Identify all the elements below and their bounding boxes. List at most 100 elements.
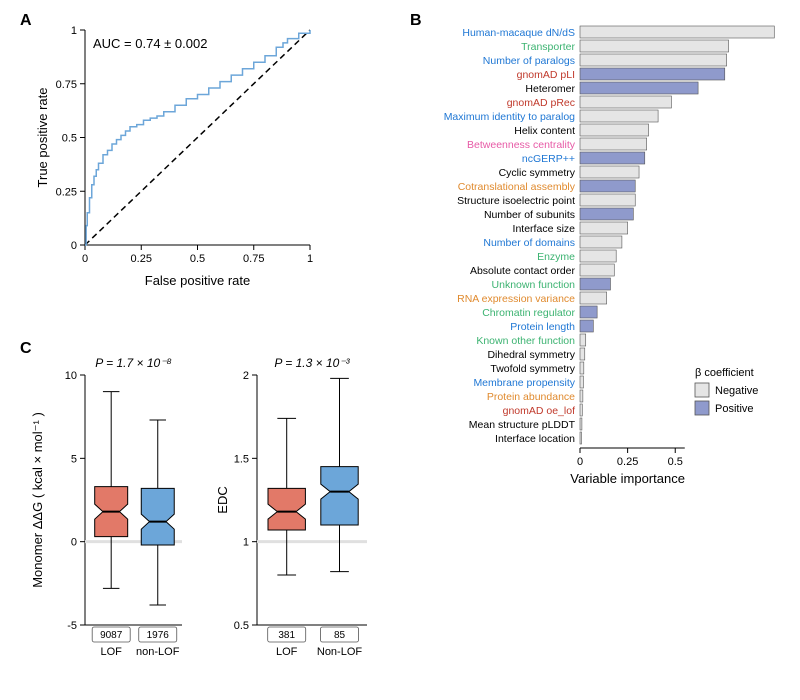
feature-label: Cyclic symmetry <box>499 167 576 179</box>
feature-bar <box>580 138 647 150</box>
svg-text:10: 10 <box>65 370 77 382</box>
feature-bar <box>580 26 774 38</box>
feature-label: RNA expression variance <box>457 293 575 305</box>
svg-text:Positive: Positive <box>715 403 754 415</box>
panel-b-bar-chart: Human-macaque dN/dS Transporter Number of … <box>405 18 790 548</box>
feature-label: Number of paralogs <box>483 55 575 67</box>
feature-label: Interface location <box>495 433 575 445</box>
svg-text:EDC: EDC <box>215 486 230 513</box>
feature-bar <box>580 250 616 262</box>
feature-label: Number of subunits <box>484 209 575 221</box>
svg-text:Variable importance: Variable importance <box>570 471 685 486</box>
svg-text:1: 1 <box>243 537 249 549</box>
feature-bar <box>580 348 585 360</box>
svg-text:0.5: 0.5 <box>62 133 77 145</box>
svg-text:β coefficient: β coefficient <box>695 367 754 379</box>
feature-bar <box>580 334 586 346</box>
feature-label: Absolute contact order <box>470 265 576 277</box>
feature-label: Chromatin regulator <box>482 307 575 319</box>
svg-text:1976: 1976 <box>147 630 170 641</box>
svg-text:0.25: 0.25 <box>56 186 77 198</box>
svg-text:381: 381 <box>278 630 295 641</box>
feature-bar <box>580 390 583 402</box>
svg-text:False positive rate: False positive rate <box>145 273 251 288</box>
svg-text:1: 1 <box>71 25 77 37</box>
svg-text:2: 2 <box>243 370 249 382</box>
svg-text:9087: 9087 <box>100 630 123 641</box>
feature-bar <box>580 306 597 318</box>
feature-bar <box>580 180 635 192</box>
svg-text:0.5: 0.5 <box>234 620 249 632</box>
panel-a-roc-plot: 0 0.25 0.5 0.75 1 0 0.25 0.5 0.75 1 False positive… <box>30 20 320 295</box>
svg-text:Non-LOF: Non-LOF <box>317 646 363 658</box>
svg-text:Negative: Negative <box>715 385 758 397</box>
feature-label: Known other function <box>476 335 575 347</box>
feature-bar <box>580 194 635 206</box>
feature-bar <box>580 236 622 248</box>
svg-text:0: 0 <box>71 537 77 549</box>
feature-bar <box>580 404 582 416</box>
feature-bar <box>580 208 633 220</box>
feature-bar <box>580 418 582 430</box>
svg-text:85: 85 <box>334 630 346 641</box>
feature-bar <box>580 82 698 94</box>
feature-bar <box>580 362 584 374</box>
svg-text:0.75: 0.75 <box>243 253 264 265</box>
svg-text:True positive rate: True positive rate <box>35 88 50 188</box>
feature-bar <box>580 124 649 136</box>
feature-label: gnomAD pRec <box>507 97 575 109</box>
panel-c-boxplots: -5 0 5 10 Monomer ΔΔG ( kcal × mol⁻¹ ) LOF 908… <box>30 345 390 680</box>
svg-text:0: 0 <box>577 456 583 468</box>
svg-text:P = 1.3 × 10⁻³: P = 1.3 × 10⁻³ <box>274 356 350 370</box>
feature-bar <box>580 292 607 304</box>
feature-label: Protein length <box>510 321 575 333</box>
svg-text:0: 0 <box>71 240 77 252</box>
feature-label: Membrane propensity <box>473 377 575 389</box>
svg-text:5: 5 <box>71 453 77 465</box>
feature-bar <box>580 264 614 276</box>
svg-text:0.75: 0.75 <box>56 79 77 91</box>
feature-label: Transporter <box>521 41 575 53</box>
svg-text:-5: -5 <box>67 620 77 632</box>
feature-label: ncGERP++ <box>522 153 575 165</box>
svg-text:Monomer ΔΔG ( kcal × mol⁻¹ ): Monomer ΔΔG ( kcal × mol⁻¹ ) <box>30 412 45 588</box>
svg-text:0.5: 0.5 <box>190 253 205 265</box>
feature-label: Structure isoelectric point <box>457 195 575 207</box>
svg-text:1: 1 <box>307 253 313 265</box>
feature-label: Maximum identity to paralog <box>444 111 575 123</box>
svg-text:LOF: LOF <box>276 646 298 658</box>
feature-bar <box>580 40 729 52</box>
svg-text:0.25: 0.25 <box>617 456 638 468</box>
feature-label: Human-macaque dN/dS <box>462 27 575 39</box>
feature-label: Unknown function <box>492 279 576 291</box>
feature-bar <box>580 432 582 444</box>
svg-text:P = 1.7 × 10⁻⁸: P = 1.7 × 10⁻⁸ <box>95 356 171 370</box>
feature-bar <box>580 376 583 388</box>
feature-label: Helix content <box>514 125 575 137</box>
feature-bar <box>580 110 658 122</box>
feature-bar <box>580 222 628 234</box>
feature-bar <box>580 320 593 332</box>
feature-label: Mean structure pLDDT <box>469 419 576 431</box>
svg-text:non-LOF: non-LOF <box>136 646 180 658</box>
feature-label: Interface size <box>513 223 576 235</box>
svg-text:0: 0 <box>82 253 88 265</box>
feature-label: Heteromer <box>525 83 575 95</box>
svg-text:0.25: 0.25 <box>131 253 152 265</box>
svg-text:1.5: 1.5 <box>234 453 249 465</box>
feature-label: gnomAD oe_lof <box>503 405 575 417</box>
feature-bar <box>580 96 671 108</box>
feature-label: Betweenness centrality <box>467 139 576 151</box>
feature-label: Protein abundance <box>487 391 575 403</box>
feature-bar <box>580 152 645 164</box>
feature-bar <box>580 278 610 290</box>
feature-bar <box>580 166 639 178</box>
svg-text:LOF: LOF <box>100 646 122 658</box>
svg-text:AUC = 0.74 ± 0.002: AUC = 0.74 ± 0.002 <box>93 36 207 51</box>
feature-label: Twofold symmetry <box>490 363 575 375</box>
feature-label: Number of domains <box>483 237 575 249</box>
feature-label: gnomAD pLI <box>517 69 575 81</box>
feature-bar <box>580 68 725 80</box>
feature-label: Cotranslational assembly <box>458 181 576 193</box>
feature-bar <box>580 54 727 66</box>
